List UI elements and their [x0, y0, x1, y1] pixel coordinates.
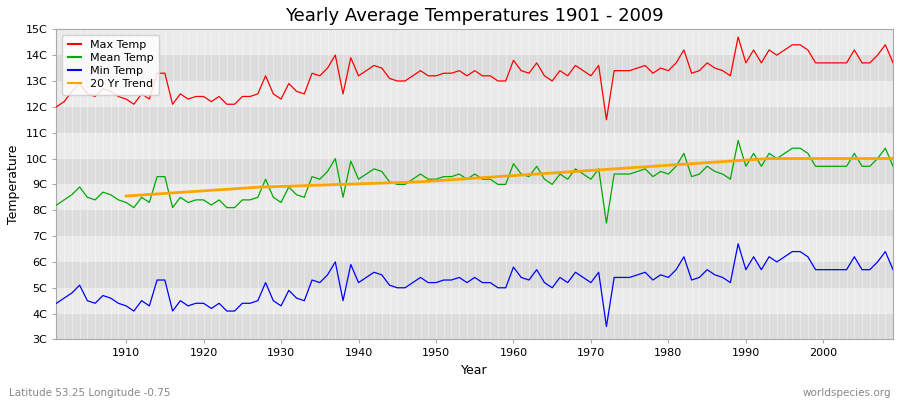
- Bar: [57, 184, 893, 210]
- Bar: [57, 55, 893, 81]
- Bar: [57, 288, 893, 314]
- Text: worldspecies.org: worldspecies.org: [803, 388, 891, 398]
- X-axis label: Year: Year: [462, 364, 488, 377]
- Bar: [57, 236, 893, 262]
- Bar: [57, 81, 893, 107]
- Bar: [57, 210, 893, 236]
- Text: Latitude 53.25 Longitude -0.75: Latitude 53.25 Longitude -0.75: [9, 388, 170, 398]
- Y-axis label: Temperature: Temperature: [7, 145, 20, 224]
- Legend: Max Temp, Mean Temp, Min Temp, 20 Yr Trend: Max Temp, Mean Temp, Min Temp, 20 Yr Tre…: [62, 35, 159, 95]
- Title: Yearly Average Temperatures 1901 - 2009: Yearly Average Temperatures 1901 - 2009: [285, 7, 664, 25]
- Bar: [57, 107, 893, 133]
- Bar: [57, 262, 893, 288]
- Bar: [57, 133, 893, 158]
- Bar: [57, 314, 893, 340]
- Bar: [57, 29, 893, 55]
- Bar: [57, 158, 893, 184]
